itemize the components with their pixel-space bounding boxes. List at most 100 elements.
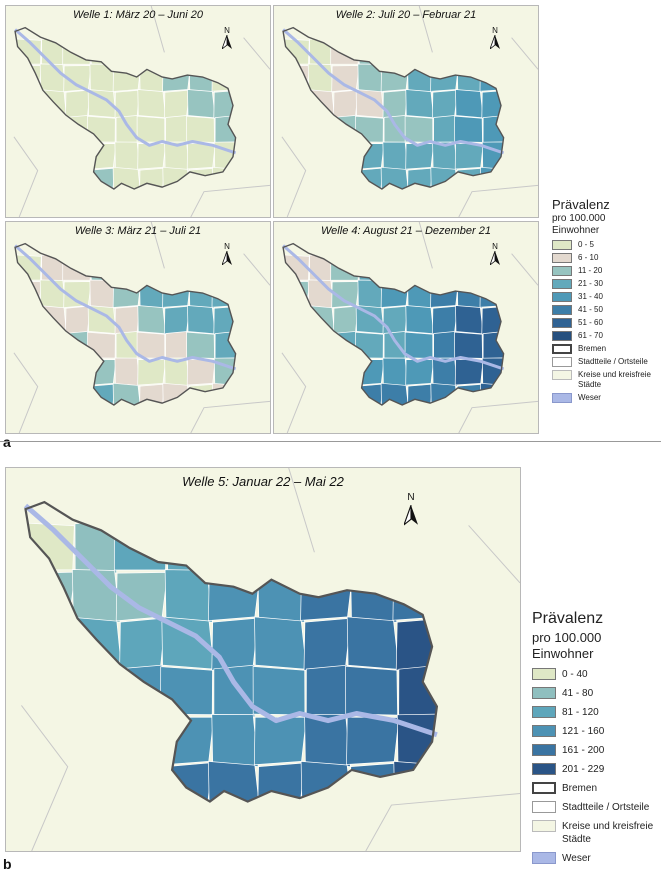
legend-label: Kreise und kreisfreie Städte: [578, 370, 651, 389]
weser-river: [282, 244, 505, 371]
kreise-swatch: [532, 820, 556, 832]
district-polygon: [15, 305, 41, 335]
district-polygon: [283, 89, 309, 119]
legend-label: Stadtteile / Ortsteile: [562, 802, 650, 813]
bremen-outline: [24, 500, 439, 803]
legend-subtitle-2: Einwohner: [532, 646, 594, 661]
district-polygon: [345, 665, 398, 716]
district-polygon: [257, 569, 305, 623]
district-polygon: [283, 141, 310, 171]
district-polygon: [187, 305, 216, 335]
district-polygon: [40, 167, 66, 189]
legend-swatch: [552, 240, 572, 250]
legend-item-stadtteile: Stadtteile / Ortsteile: [532, 801, 658, 814]
stadtteile-swatch: [552, 357, 572, 367]
district-polygon: [188, 279, 215, 309]
legend-class-list: 0 - 40 41 - 80 81 - 120 121 - 160 161 - 200 2…: [532, 668, 658, 776]
district-polygon: [139, 167, 166, 189]
map-title: Welle 1: März 20 – Juni 20: [72, 9, 204, 21]
district-polygon: [37, 332, 67, 359]
district-polygon: [357, 279, 384, 309]
weser-river: [14, 28, 237, 155]
map-canvas: [281, 6, 538, 217]
bremen-outline-swatch: [552, 344, 572, 354]
district-polygon: [121, 664, 163, 718]
district-polygon: [481, 306, 504, 335]
district-polygon: [306, 359, 335, 386]
district-polygon: [355, 331, 384, 359]
district-polygon: [407, 167, 434, 189]
district-polygon: [72, 762, 120, 802]
district-polygon: [332, 141, 359, 171]
legend-item-bremen: Bremen: [552, 344, 658, 354]
map-welle-2: Welle 2: Juli 20 – Februar 21 N: [273, 5, 539, 218]
district-polygon: [190, 37, 213, 67]
district-polygon: [346, 616, 400, 670]
district-polygon: [139, 279, 166, 309]
map-title: Welle 4: August 21 – Dezember 21: [321, 225, 491, 237]
weser-river: [282, 28, 505, 155]
district-polygon: [284, 331, 308, 360]
district-polygon: [433, 115, 456, 145]
district-polygon: [211, 714, 259, 767]
district-polygon: [66, 331, 89, 360]
district-polygon: [16, 115, 40, 144]
district-polygon: [481, 90, 504, 119]
district-polygon: [253, 716, 307, 766]
bremen-outline-swatch: [532, 782, 556, 794]
district-polygon: [164, 569, 213, 623]
legend-label: 0 - 5: [578, 240, 595, 249]
district-polygon: [333, 89, 359, 119]
district-polygon: [15, 89, 41, 119]
district-polygon: [38, 305, 67, 334]
legend-swatch: [532, 763, 556, 775]
district-polygon: [186, 331, 215, 359]
district-polygon: [112, 281, 142, 308]
district-polygon: [308, 167, 334, 189]
district-polygon: [379, 254, 409, 281]
district-polygon: [257, 762, 306, 802]
legend-label: 21 - 30: [578, 279, 603, 288]
bremen-outline: [14, 26, 237, 190]
legend-label: 51 - 60: [578, 318, 603, 327]
kreise-swatch: [552, 370, 572, 380]
district-polygon: [303, 617, 352, 671]
district-polygon: [186, 115, 215, 143]
legend-label: Bremen: [578, 344, 607, 353]
divider: [0, 441, 661, 442]
district-polygon: [482, 115, 504, 145]
district-polygon: [334, 331, 357, 360]
legend-label: 41 - 50: [578, 305, 603, 314]
district-polygon: [306, 305, 335, 334]
district-polygon: [259, 520, 302, 574]
legend-b: Prävalenz pro 100.000 Einwohner 0 - 40 41…: [532, 608, 658, 865]
legend-label: 161 - 200: [562, 745, 605, 756]
legend-item-bremen: Bremen: [532, 782, 658, 795]
district-polygon: [405, 89, 435, 119]
panel-letter-b: b: [3, 856, 12, 872]
legend-class-item: 21 - 30: [552, 279, 658, 289]
district-polygon: [433, 331, 456, 361]
district-polygon: [382, 141, 409, 171]
district-polygon: [68, 616, 122, 670]
legend-label: 6 - 10: [578, 253, 599, 262]
district-polygon: [331, 166, 360, 189]
district-polygon: [283, 357, 310, 387]
district-polygon: [140, 253, 164, 283]
district-polygon: [186, 359, 216, 386]
panel-letter-a: a: [3, 434, 11, 450]
district-polygon: [213, 90, 236, 119]
weser-swatch: [552, 393, 572, 403]
district-polygon: [454, 359, 484, 386]
legend-label: 41 - 80: [562, 688, 594, 699]
weser-river: [14, 244, 237, 371]
district-polygon: [111, 38, 141, 65]
district-polygon: [254, 616, 307, 670]
legend-item-weser: Weser: [552, 393, 658, 403]
district-polygon: [432, 305, 458, 335]
district-polygon: [114, 141, 141, 171]
district-polygon: [456, 63, 483, 93]
district-polygon: [25, 761, 76, 802]
district-polygon: [308, 383, 334, 405]
bremen-outline: [282, 242, 505, 406]
